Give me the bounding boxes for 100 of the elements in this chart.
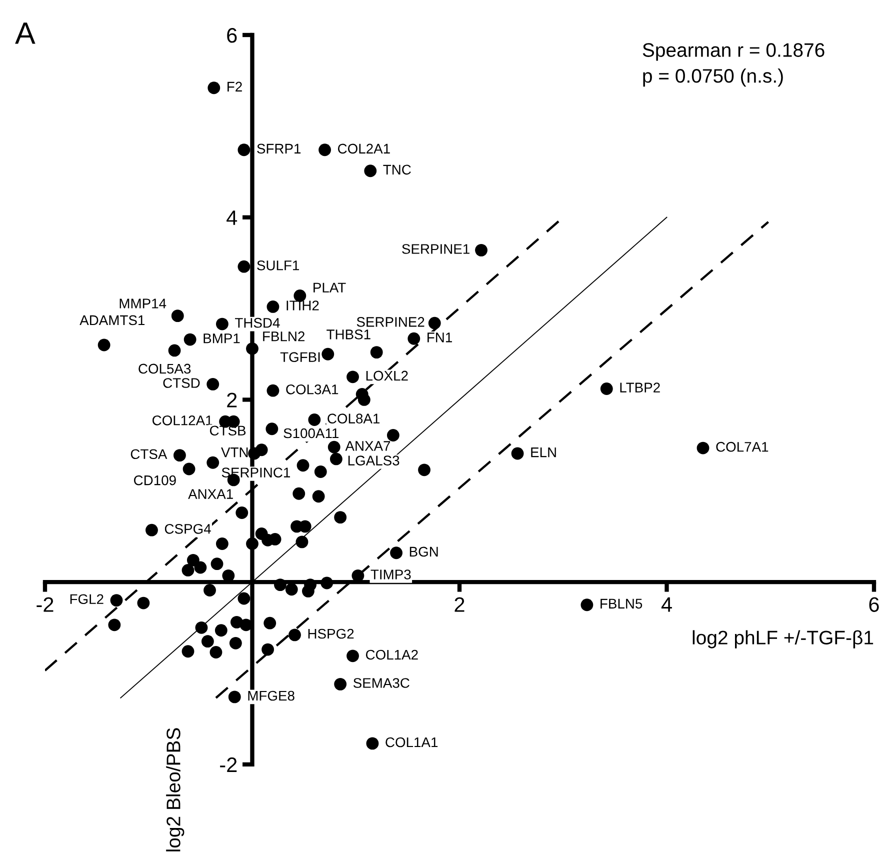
point bbox=[194, 561, 207, 574]
data-label: TNC bbox=[383, 164, 411, 175]
point bbox=[296, 459, 310, 472]
point bbox=[304, 578, 316, 592]
point bbox=[266, 300, 280, 313]
point bbox=[390, 546, 402, 560]
point bbox=[346, 650, 359, 662]
point bbox=[228, 690, 241, 704]
point bbox=[358, 394, 370, 406]
data-label: COL7A1 bbox=[716, 442, 768, 452]
data-label: MFGE8 bbox=[248, 690, 294, 701]
data-label: FN1 bbox=[428, 332, 452, 342]
point bbox=[292, 487, 306, 500]
data-label: LOXL2 bbox=[366, 370, 408, 381]
chart-title: A bbox=[15, 22, 36, 44]
point bbox=[408, 332, 420, 345]
annotation: p = 0.0750 (n.s.) bbox=[643, 68, 783, 87]
point bbox=[696, 442, 710, 454]
point bbox=[580, 598, 594, 612]
point bbox=[274, 578, 286, 592]
annotation: Spearman r = 0.1876 bbox=[642, 43, 824, 61]
point bbox=[600, 382, 613, 395]
y-tick-label: 2 bbox=[227, 392, 237, 408]
point bbox=[238, 592, 250, 605]
data-label: FGL2 bbox=[70, 594, 104, 604]
point bbox=[308, 414, 321, 426]
data-label: FBLN2 bbox=[263, 331, 304, 342]
point bbox=[285, 583, 298, 596]
point bbox=[266, 384, 280, 397]
point bbox=[168, 344, 181, 357]
data-label: ANXA1 bbox=[188, 489, 233, 499]
point bbox=[182, 462, 196, 476]
point bbox=[195, 621, 208, 634]
data-label: THSD4 bbox=[235, 318, 280, 328]
data-label: F2 bbox=[228, 82, 242, 92]
data-label: SULF1 bbox=[257, 260, 300, 270]
data-label: ELN bbox=[531, 448, 556, 458]
data-label: VTN bbox=[221, 448, 248, 458]
point bbox=[312, 490, 325, 503]
point bbox=[98, 338, 110, 352]
x-tick-label: 2 bbox=[454, 597, 464, 612]
data-label: CTSD bbox=[163, 378, 200, 388]
y-tick-label: 6 bbox=[227, 28, 237, 43]
data-label: LGALS3 bbox=[348, 456, 400, 466]
data-label: COL1A1 bbox=[386, 737, 438, 748]
point bbox=[214, 624, 228, 637]
point bbox=[216, 318, 228, 330]
data-label: HSPG2 bbox=[308, 628, 354, 639]
y-tick-label: -2 bbox=[220, 757, 237, 772]
x-tick-label: 6 bbox=[869, 597, 879, 612]
point bbox=[266, 422, 278, 436]
point bbox=[511, 447, 524, 460]
point bbox=[216, 538, 228, 550]
point bbox=[206, 378, 220, 390]
point bbox=[262, 643, 274, 656]
data-label: FBLN5 bbox=[600, 598, 642, 609]
data-label: COL12A1 bbox=[152, 415, 212, 426]
point bbox=[146, 524, 158, 536]
data-label: S100A11 bbox=[284, 428, 338, 438]
data-label: CD109 bbox=[134, 475, 176, 486]
point bbox=[288, 628, 301, 642]
point bbox=[246, 538, 258, 550]
data-label: CSPG4 bbox=[164, 524, 211, 534]
point bbox=[370, 346, 383, 359]
data-label: ADAMTS1 bbox=[80, 315, 145, 326]
data-label: MMP14 bbox=[120, 298, 166, 308]
point bbox=[364, 164, 377, 178]
point bbox=[184, 333, 196, 346]
point bbox=[320, 576, 334, 590]
point bbox=[182, 564, 194, 576]
point bbox=[334, 511, 347, 524]
data-label: COL5A3 bbox=[138, 364, 191, 374]
data-label: SFRP1 bbox=[257, 144, 301, 154]
data-label: PLAT bbox=[314, 282, 346, 292]
data-label: ITIH2 bbox=[286, 300, 319, 310]
point bbox=[346, 370, 359, 384]
point bbox=[204, 584, 216, 596]
point bbox=[229, 636, 242, 650]
point bbox=[334, 678, 347, 690]
x-axis-title: log2 phLF +/-TGF-β1 bbox=[692, 630, 874, 648]
point bbox=[386, 429, 400, 442]
point bbox=[201, 635, 214, 648]
point bbox=[210, 558, 224, 570]
data-label: TIMP3 bbox=[370, 570, 411, 580]
point bbox=[248, 447, 261, 460]
x-tick-label: 4 bbox=[661, 597, 672, 612]
data-label: COL8A1 bbox=[328, 414, 380, 424]
point bbox=[238, 260, 250, 273]
point bbox=[366, 737, 379, 750]
point bbox=[110, 594, 123, 607]
point bbox=[318, 144, 331, 156]
data-label: THBS1 bbox=[326, 330, 370, 340]
data-label: CTSA bbox=[130, 449, 168, 460]
point bbox=[108, 618, 121, 632]
point bbox=[137, 596, 150, 610]
data-label: SERPINE2 bbox=[356, 317, 424, 327]
data-label: SERPINE1 bbox=[402, 244, 470, 254]
point bbox=[264, 616, 276, 630]
data-label: BMP1 bbox=[204, 334, 240, 344]
data-label: BGN bbox=[410, 546, 438, 557]
